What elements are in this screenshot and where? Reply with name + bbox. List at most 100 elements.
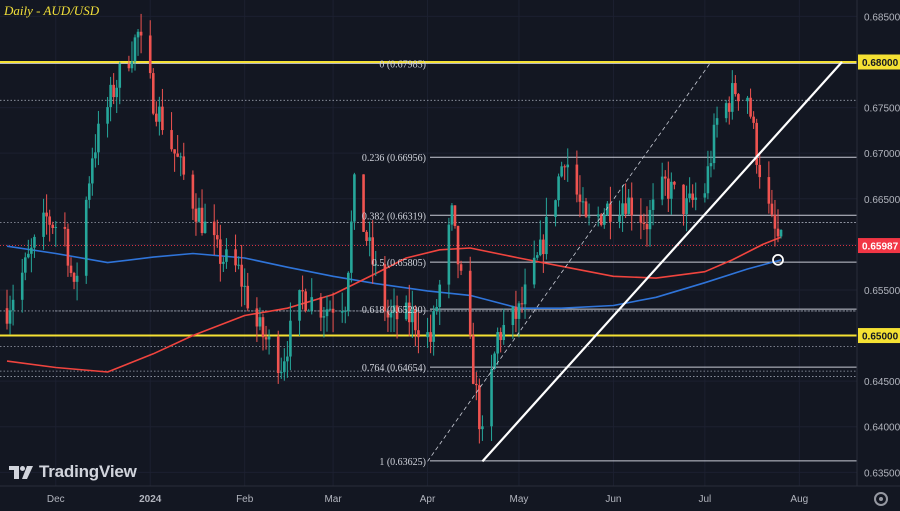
candle-body: [712, 124, 716, 164]
candle-body: [11, 299, 15, 311]
candle-body: [557, 176, 560, 201]
price-tag-65000: 0.65000: [862, 332, 899, 343]
candle-body: [279, 372, 283, 374]
candle-body: [435, 306, 438, 311]
candle-body: [371, 237, 374, 265]
candle-body: [514, 306, 518, 319]
candle-body: [499, 332, 502, 341]
candle-body: [54, 226, 58, 228]
candle-body: [478, 385, 481, 430]
candle-body: [136, 31, 140, 38]
candle-body: [523, 284, 527, 305]
candle-body: [438, 284, 442, 307]
candle-body: [599, 214, 603, 225]
candle-body: [5, 308, 9, 324]
candle-body: [325, 309, 329, 317]
candlesticks: [5, 13, 783, 444]
candle-body: [688, 193, 691, 199]
time-tick-label: Mar: [324, 494, 342, 505]
time-tick-label: Dec: [47, 494, 65, 505]
candle-body: [243, 285, 247, 287]
time-tick-label: Jul: [698, 494, 711, 505]
price-tick-label: 0.63500: [864, 468, 900, 479]
candle-body: [264, 337, 268, 340]
candle-body: [91, 158, 94, 184]
candle-body: [685, 198, 688, 215]
candle-body: [502, 325, 506, 341]
candle-body: [310, 297, 314, 311]
price-tag-68000: 0.68000: [862, 58, 899, 69]
candle-body: [703, 193, 707, 198]
candle-body: [596, 214, 600, 217]
candle-body: [307, 310, 310, 312]
candle-body: [407, 302, 411, 323]
candle-body: [776, 228, 780, 237]
candle-body: [660, 176, 664, 200]
candle-body: [584, 201, 588, 217]
candle-body: [456, 225, 460, 265]
candle-body: [261, 317, 265, 338]
candle-body: [33, 236, 36, 248]
candle-body: [575, 164, 579, 195]
candle-body: [362, 174, 365, 232]
candle-body: [682, 184, 685, 215]
candle-body: [289, 320, 292, 357]
fibonacci-labels: 0 (0.67985) 0.236 (0.66956) 0.382 (0.66319…: [362, 59, 426, 468]
candle-body: [148, 35, 152, 74]
candle-body: [63, 226, 67, 229]
candle-body: [459, 264, 463, 271]
candle-body: [66, 228, 70, 266]
candle-body: [133, 37, 137, 62]
candle-body: [200, 207, 204, 234]
candle-body: [319, 297, 323, 318]
candle-body: [72, 272, 76, 282]
candle-body: [520, 303, 524, 305]
candle-body: [30, 247, 33, 254]
candle-body: [493, 353, 496, 369]
fib-label: 0.764 (0.64654): [362, 363, 426, 374]
price-axis[interactable]: 0.685000.680000.675000.670000.665000.660…: [856, 0, 900, 511]
candle-body: [255, 308, 259, 327]
candle-body: [109, 84, 112, 108]
moving-averages: [6, 236, 782, 373]
candle-body: [304, 291, 307, 311]
settings-gear-icon[interactable]: [874, 492, 888, 506]
candle-body: [84, 199, 88, 276]
ma-red-line: [6, 236, 782, 373]
tradingview-logo-icon: [9, 466, 33, 479]
candle-body: [75, 275, 79, 282]
time-tick-label: 2024: [139, 494, 162, 505]
candle-body: [715, 118, 719, 125]
candle-body: [234, 249, 237, 266]
candle-body: [535, 255, 539, 258]
candle-body: [651, 199, 655, 210]
fib-label: 0.236 (0.66956): [362, 153, 426, 164]
candle-body: [417, 330, 420, 338]
candle-body: [365, 231, 368, 241]
candle-body: [542, 239, 545, 255]
candle-body: [694, 197, 698, 200]
candle-body: [471, 335, 475, 384]
candle-body: [746, 97, 749, 102]
tradingview-logo[interactable]: TradingView: [8, 462, 137, 482]
candle-body: [767, 177, 771, 204]
candle-body: [581, 201, 585, 203]
candle-body: [106, 107, 109, 124]
candle-body: [511, 306, 515, 326]
candle-body: [404, 302, 408, 320]
candle-body: [161, 106, 164, 131]
ma-blue-line: [6, 245, 782, 309]
candle-body: [27, 253, 30, 258]
candle-body: [20, 272, 24, 300]
price-tick-label: 0.68500: [864, 12, 900, 23]
candle-body: [276, 336, 280, 374]
candle-body: [158, 106, 161, 122]
price-tick-label: 0.65500: [864, 286, 900, 297]
candle-body: [170, 130, 173, 150]
candle-body: [203, 221, 207, 234]
tradingview-logo-text: TradingView: [39, 462, 137, 481]
candle-body: [426, 332, 429, 338]
time-axis[interactable]: Dec 2024 Feb Mar Apr May Jun Jul Aug: [0, 485, 900, 505]
candle-body: [222, 261, 225, 264]
